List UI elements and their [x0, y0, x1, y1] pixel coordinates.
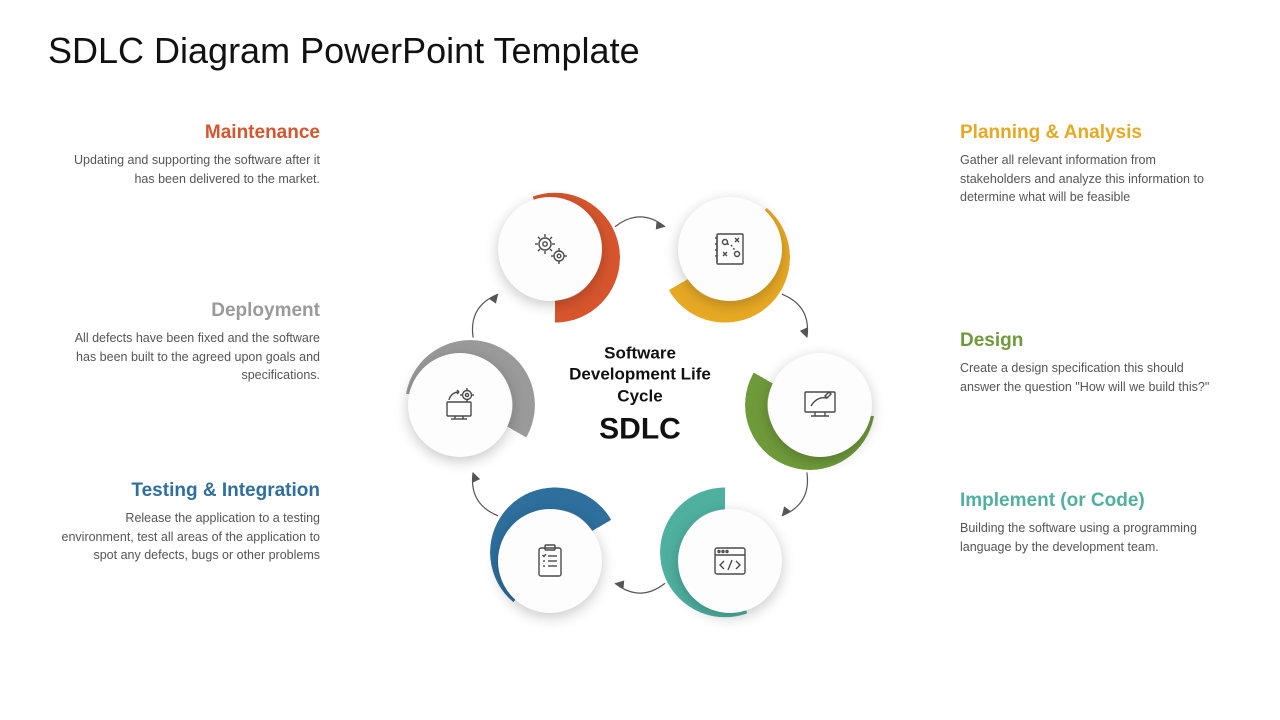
label-design-text: Create a design specification this shoul… [960, 359, 1220, 397]
node-circle [408, 353, 512, 457]
label-maintenance-title: Maintenance [60, 122, 320, 145]
label-planning: Planning & Analysis Gather all relevant … [960, 122, 1220, 207]
pen-monitor-icon [797, 382, 843, 428]
label-deployment: Deployment All defects have been fixed a… [60, 300, 320, 385]
node-circle [498, 509, 602, 613]
center-line1: Software [569, 342, 711, 363]
flow-arrow [640, 405, 641, 406]
gears-icon [527, 226, 573, 272]
center-line3: Cycle [569, 385, 711, 406]
label-planning-title: Planning & Analysis [960, 122, 1220, 145]
label-maintenance-text: Updating and supporting the software aft… [60, 151, 320, 189]
label-planning-text: Gather all relevant information from sta… [960, 151, 1220, 207]
label-implement-text: Building the software using a programmin… [960, 519, 1220, 557]
page-title: SDLC Diagram PowerPoint Template [48, 30, 640, 72]
node-circle [678, 509, 782, 613]
node-circle [678, 197, 782, 301]
center-abbr: SDLC [569, 410, 711, 448]
code-window-icon [707, 538, 753, 584]
node-circle [498, 197, 602, 301]
label-testing-text: Release the application to a testing env… [60, 509, 320, 565]
checklist-icon [527, 538, 573, 584]
label-deployment-text: All defects have been fixed and the soft… [60, 329, 320, 385]
strategy-doc-icon [707, 226, 753, 272]
label-deployment-title: Deployment [60, 300, 320, 323]
label-maintenance: Maintenance Updating and supporting the … [60, 122, 320, 188]
label-implement-title: Implement (or Code) [960, 490, 1220, 513]
deploy-icon [437, 382, 483, 428]
node-circle [768, 353, 872, 457]
label-implement: Implement (or Code) Building the softwar… [960, 490, 1220, 556]
label-design: Design Create a design specification thi… [960, 330, 1220, 396]
label-testing-title: Testing & Integration [60, 480, 320, 503]
center-line2: Development Life [569, 364, 711, 385]
label-testing: Testing & Integration Release the applic… [60, 480, 320, 565]
center-label: Software Development Life Cycle SDLC [569, 342, 711, 447]
label-design-title: Design [960, 330, 1220, 353]
